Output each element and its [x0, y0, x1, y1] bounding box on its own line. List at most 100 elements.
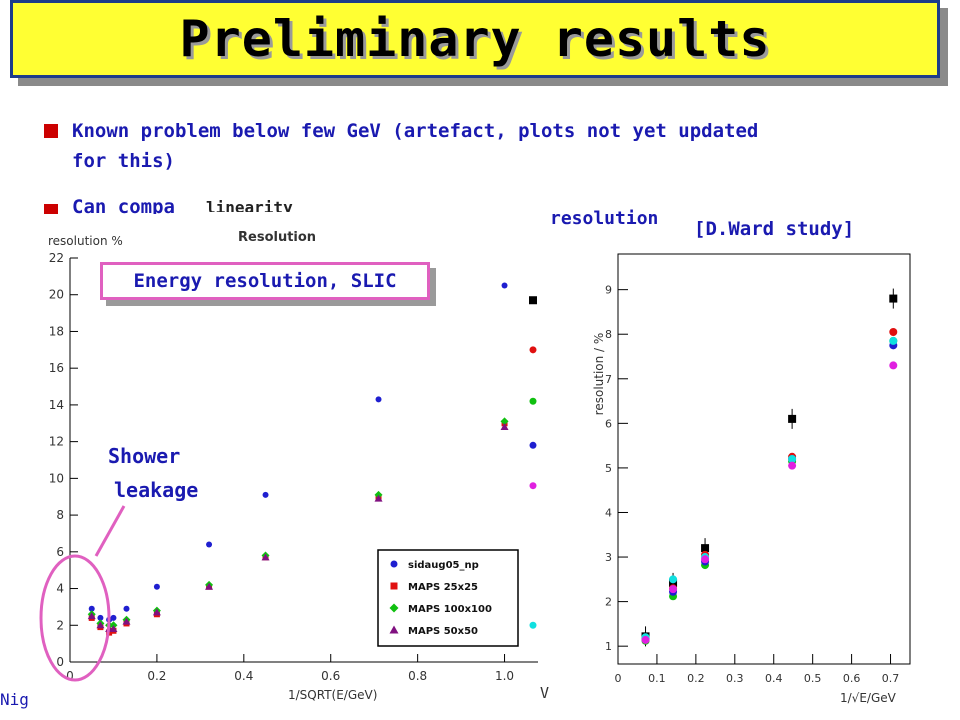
- data-point: [701, 555, 710, 564]
- y-tick-label: 6: [605, 417, 612, 430]
- x-tick-label: 0.4: [765, 672, 783, 685]
- data-point: [110, 614, 117, 621]
- x-tick-label: 0.3: [726, 672, 744, 685]
- right-resolution-chart: resolution / % 1/√E/GeV 1 2 3 4 5 6 7 8 9 0 0.1 0.2 0.…: [592, 253, 911, 705]
- y-axis-label: resolution / %: [592, 333, 606, 416]
- legend-marker: [389, 625, 399, 634]
- data-point: [529, 346, 537, 354]
- x-tick-label: 0.6: [843, 672, 861, 685]
- y-tick-label: 2: [605, 596, 612, 609]
- data-point: [529, 621, 537, 629]
- y-axis-label: resolution %: [48, 234, 123, 248]
- data-point: [641, 635, 650, 644]
- data-point: [889, 336, 898, 345]
- energy-resolution-text: Energy resolution, SLIC: [133, 270, 397, 292]
- data-point: [375, 396, 382, 403]
- x-axis-label: 1/√E/GeV: [840, 691, 897, 705]
- data-point: [205, 582, 214, 590]
- data-point: [788, 461, 797, 470]
- data-point: [529, 296, 537, 305]
- bullet-text-2: Can compa: [72, 196, 175, 218]
- data-point: [206, 541, 213, 548]
- shower-label: Shower: [108, 444, 181, 468]
- x-tick-label: 0: [615, 672, 622, 685]
- data-point: [889, 327, 898, 336]
- leakage-label: leakage: [114, 478, 199, 502]
- data-point: [669, 575, 678, 584]
- y-tick-label: 12: [49, 435, 64, 449]
- data-point: [529, 397, 537, 405]
- y-tick-label: 20: [49, 288, 64, 302]
- y-tick-label: 0: [56, 655, 64, 669]
- data-point: [262, 491, 269, 498]
- y-tick-label: 2: [56, 618, 64, 632]
- y-tick-label: 4: [56, 582, 64, 596]
- x-tick-label: 1.0: [495, 669, 514, 683]
- data-point: [123, 605, 130, 612]
- y-tick-label: 3: [605, 551, 612, 564]
- data-point: [122, 617, 131, 625]
- y-tick-label: 7: [605, 373, 612, 386]
- legend-marker: [389, 603, 399, 613]
- data-point: [529, 441, 537, 449]
- legend-box: [377, 549, 519, 647]
- data-point: [788, 455, 797, 463]
- data-point: [889, 294, 898, 303]
- data-point: [529, 482, 537, 490]
- x-tick-label: 0.5: [804, 672, 822, 685]
- y-tick-label: 6: [56, 545, 64, 559]
- x-tick-label: 0: [66, 669, 74, 683]
- title-banner: Preliminary results: [10, 0, 940, 78]
- y-tick-label: 18: [49, 324, 64, 338]
- legend-entry: MAPS 50x50: [408, 626, 478, 637]
- x-axis-label: 1/SQRT(E/GeV): [288, 688, 377, 702]
- y-tick-label: 14: [49, 398, 64, 412]
- linearity-fragment: linearity: [206, 198, 293, 212]
- y-tick-label: 10: [49, 471, 64, 485]
- footer-fragment: Nig: [0, 690, 29, 709]
- data-point: [153, 583, 160, 590]
- y-tick-label: 22: [49, 251, 64, 265]
- data-point: [889, 361, 898, 370]
- x-tick-label: 0.7: [882, 672, 900, 685]
- legend-entry: MAPS 100x100: [408, 604, 492, 615]
- legend-marker: [390, 582, 398, 590]
- legend-entry: sidaug05_np: [408, 560, 479, 571]
- data-point: [500, 417, 509, 426]
- bullet-text-1: Known problem below few GeV (artefact, p…: [72, 120, 759, 142]
- right-chart-panel: resolution / % 1/√E/GeV 1 2 3 4 5 6 7 8 9 0 0.1 0.2 0.…: [570, 244, 920, 710]
- x-tick-label: 0.2: [687, 672, 705, 685]
- x-tick-label: 0.1: [648, 672, 666, 685]
- energy-resolution-box: Energy resolution, SLIC: [100, 262, 430, 300]
- legend-marker: [390, 560, 398, 568]
- ward-study-label: [D.Ward study]: [694, 218, 855, 240]
- plot-frame: [617, 253, 911, 665]
- data-point: [501, 282, 508, 289]
- y-tick-label: 8: [56, 508, 64, 522]
- bullet-text-1b: for this): [72, 150, 175, 172]
- y-tick-label: 9: [605, 284, 612, 297]
- x-tick-label: 0.8: [408, 669, 427, 683]
- chart-title: Resolution: [238, 230, 316, 245]
- data-point: [261, 553, 270, 561]
- data-point: [788, 414, 797, 423]
- data-point: [109, 624, 118, 632]
- y-tick-label: 16: [49, 361, 64, 375]
- bullet-marker: [44, 124, 58, 138]
- legend-entry: MAPS 25x25: [408, 582, 478, 593]
- x-tick-label: 0.6: [321, 669, 340, 683]
- axis-fragment-v: V: [540, 684, 550, 702]
- left-resolution-chart: Resolution resolution % 1/SQRT(E/GeV) 0 2 4 6 8…: [48, 230, 538, 702]
- x-tick-label: 0.2: [147, 669, 166, 683]
- y-tick-label: 4: [605, 506, 612, 519]
- data-point: [152, 608, 161, 616]
- y-tick-label: 5: [605, 462, 612, 475]
- slide-title: Preliminary results: [179, 10, 771, 68]
- data-point: [669, 585, 678, 594]
- data-point: [374, 494, 383, 502]
- data-point: [500, 422, 509, 430]
- y-tick-label: 1: [605, 640, 612, 653]
- data-point: [701, 544, 710, 553]
- resolution-label: resolution: [550, 208, 659, 229]
- y-tick-label: 8: [605, 328, 612, 341]
